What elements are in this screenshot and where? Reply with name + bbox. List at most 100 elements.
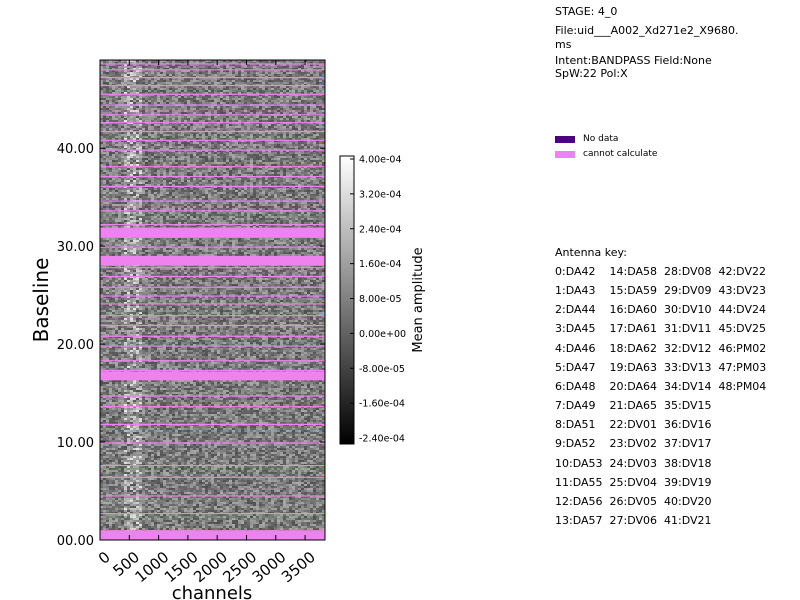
heatmap-cell (106, 74, 109, 76)
heatmap-cell (241, 112, 244, 114)
heatmap-cell (301, 154, 304, 156)
heatmap-cell (139, 164, 142, 166)
heatmap-cell (274, 142, 277, 144)
heatmap-cell (253, 152, 256, 154)
heatmap-cell (298, 174, 301, 176)
heatmap-cell (235, 178, 238, 180)
heatmap-cell (187, 90, 190, 92)
heatmap-cell (178, 132, 181, 134)
heatmap-cell (316, 142, 319, 144)
heatmap-cell (226, 132, 229, 134)
heatmap-cell (226, 162, 229, 164)
heatmap-cell (292, 190, 295, 192)
heatmap-cell (220, 170, 223, 172)
heatmap-cell (157, 184, 160, 186)
heatmap-cell (193, 74, 196, 76)
heatmap-cell (304, 178, 307, 180)
heatmap-cell (196, 154, 199, 156)
heatmap-cell (289, 168, 292, 170)
heatmap-cell (115, 168, 118, 170)
heatmap-cell (307, 74, 310, 76)
heatmap-cell (274, 80, 277, 82)
heatmap-cell (190, 66, 193, 68)
heatmap-cell (214, 138, 217, 140)
heatmap-cell (199, 90, 202, 92)
heatmap-cell (205, 74, 208, 76)
heatmap-cell (208, 110, 211, 112)
heatmap-cell (262, 188, 265, 190)
heatmap-cell (214, 86, 217, 88)
heatmap-cell (205, 128, 208, 130)
heatmap-cell (244, 184, 247, 186)
heatmap-cell (118, 136, 121, 138)
heatmap-cell (250, 116, 253, 118)
heatmap-cell (205, 182, 208, 184)
heatmap-cell (133, 66, 136, 68)
heatmap-cell (202, 152, 205, 154)
heatmap-cell (301, 190, 304, 192)
heatmap-cell (268, 126, 271, 128)
heatmap-cell (310, 184, 313, 186)
heatmap-cell (256, 158, 259, 160)
heatmap-cell (172, 100, 175, 102)
heatmap-cell (259, 106, 262, 108)
heatmap-cell (160, 168, 163, 170)
heatmap-cell (301, 86, 304, 88)
heatmap-cell (154, 192, 157, 194)
heatmap-cell (157, 80, 160, 82)
heatmap-cell (301, 178, 304, 180)
heatmap-cell (298, 124, 301, 126)
heatmap-cell (157, 78, 160, 80)
heatmap-cell (241, 102, 244, 104)
heatmap-cell (175, 142, 178, 144)
heatmap-cell (148, 100, 151, 102)
heatmap-cell (211, 80, 214, 82)
heatmap-cell (169, 146, 172, 148)
heatmap-cell (268, 66, 271, 68)
heatmap-cell (244, 102, 247, 104)
heatmap-cell (304, 132, 307, 134)
heatmap-cell (145, 190, 148, 192)
heatmap-cell (259, 86, 262, 88)
heatmap-cell (238, 120, 241, 122)
heatmap-cell (244, 158, 247, 160)
heatmap-cell (199, 100, 202, 102)
heatmap-cell (139, 124, 142, 126)
heatmap-cell (310, 78, 313, 80)
heatmap-cell (139, 90, 142, 92)
heatmap-cell (154, 174, 157, 176)
heatmap-cell (307, 102, 310, 104)
heatmap-cell (196, 112, 199, 114)
heatmap-cell (184, 78, 187, 80)
heatmap-cell (301, 158, 304, 160)
heatmap-cell (106, 180, 109, 182)
heatmap-cell (139, 182, 142, 184)
heatmap-cell (130, 118, 133, 120)
heatmap-cell (298, 116, 301, 118)
heatmap-cell (136, 142, 139, 144)
heatmap-cell (259, 142, 262, 144)
heatmap-cell (250, 128, 253, 130)
heatmap-cell (190, 158, 193, 160)
heatmap-cell (205, 98, 208, 100)
heatmap-cell (112, 126, 115, 128)
heatmap-cell (301, 126, 304, 128)
heatmap-cell (115, 124, 118, 126)
heatmap-cell (169, 164, 172, 166)
heatmap-cell (286, 124, 289, 126)
heatmap-cell (235, 74, 238, 76)
heatmap-cell (127, 164, 130, 166)
heatmap-cell (286, 132, 289, 134)
heatmap-cell (109, 158, 112, 160)
heatmap-cell (232, 136, 235, 138)
heatmap-cell (316, 72, 319, 74)
heatmap-cell (250, 90, 253, 92)
heatmap-cell (106, 120, 109, 122)
heatmap-cell (109, 124, 112, 126)
heatmap-cell (175, 168, 178, 170)
heatmap-cell (199, 190, 202, 192)
heatmap-cell (301, 156, 304, 158)
heatmap-cell (193, 188, 196, 190)
heatmap-cell (112, 112, 115, 114)
heatmap-cell (157, 74, 160, 76)
